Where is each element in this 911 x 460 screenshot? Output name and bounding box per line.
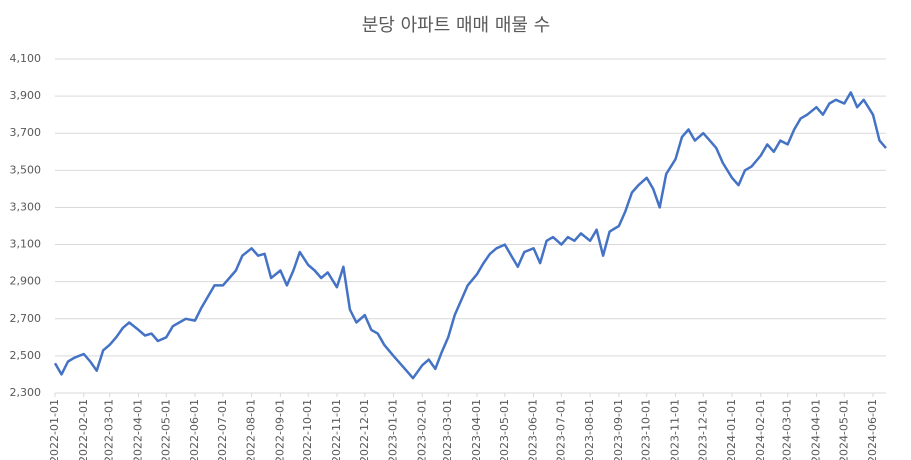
x-tick-label: 2023-09-01 — [612, 399, 625, 460]
y-tick-label: 2,500 — [10, 349, 42, 362]
x-tick-label: 2022-10-01 — [301, 399, 314, 460]
x-tick-label: 2023-08-01 — [583, 399, 596, 460]
x-tick-label: 2024-03-01 — [781, 399, 794, 460]
x-tick-label: 2022-01-01 — [48, 399, 61, 460]
x-tick-label: 2022-07-01 — [216, 399, 229, 460]
x-tick-label: 2022-04-01 — [131, 399, 144, 460]
x-tick-label: 2024-04-01 — [809, 399, 822, 460]
x-tick-label: 2022-06-01 — [188, 399, 201, 460]
y-tick-label: 2,900 — [10, 275, 42, 288]
x-tick-label: 2022-12-01 — [358, 399, 371, 460]
x-tick-label: 2023-12-01 — [696, 399, 709, 460]
x-tick-label: 2022-03-01 — [103, 399, 116, 460]
y-tick-label: 3,300 — [10, 200, 42, 213]
y-tick-label: 2,300 — [10, 386, 42, 399]
y-tick-label: 3,500 — [10, 163, 42, 176]
x-tick-label: 2023-01-01 — [387, 399, 400, 460]
y-tick-label: 2,700 — [10, 312, 42, 325]
x-tick-label: 2023-02-01 — [415, 399, 428, 460]
x-tick-label: 2022-11-01 — [330, 399, 343, 460]
x-tick-label: 2023-07-01 — [554, 399, 567, 460]
x-tick-label: 2023-10-01 — [640, 399, 653, 460]
x-tick-label: 2023-11-01 — [668, 399, 681, 460]
y-tick-label: 3,900 — [10, 89, 42, 102]
x-tick-label: 2023-03-01 — [441, 399, 454, 460]
x-tick-label: 2024-05-01 — [837, 399, 850, 460]
x-tick-label: 2024-06-01 — [866, 399, 879, 460]
x-tick-label: 2022-05-01 — [159, 399, 172, 460]
y-tick-label: 4,100 — [10, 52, 42, 65]
y-tick-label: 3,700 — [10, 126, 42, 139]
x-tick-label: 2022-02-01 — [77, 399, 90, 460]
x-tick-label: 2022-08-01 — [245, 399, 258, 460]
chart-title: 분당 아파트 매매 매물 수 — [362, 15, 551, 36]
x-tick-label: 2023-06-01 — [527, 399, 540, 460]
y-tick-label: 3,100 — [10, 238, 42, 251]
x-tick-label: 2024-01-01 — [725, 399, 738, 460]
x-tick-label: 2022-09-01 — [273, 399, 286, 460]
data-line — [53, 91, 887, 380]
x-tick-label: 2023-05-01 — [498, 399, 511, 460]
x-tick-label: 2023-04-01 — [470, 399, 483, 460]
x-tick-label: 2024-02-01 — [754, 399, 767, 460]
